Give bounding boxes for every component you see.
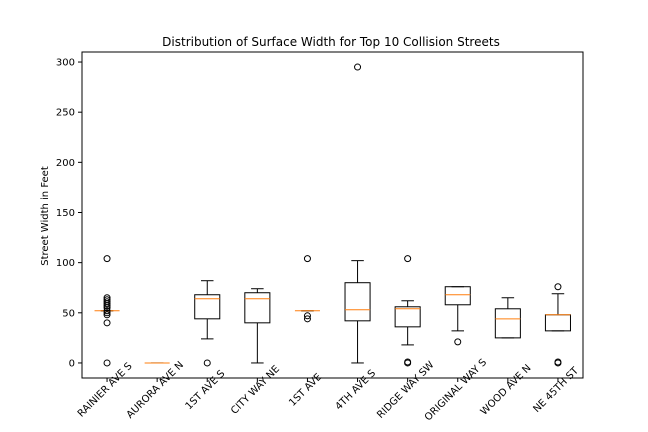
outlier-point	[103, 311, 111, 319]
outlier-point	[303, 312, 311, 320]
outlier-point	[103, 296, 111, 304]
box	[344, 282, 371, 322]
plot-frame	[81, 51, 584, 379]
y-tick-label: 200	[56, 158, 75, 169]
y-tick-label: 300	[56, 58, 75, 69]
outlier-point	[103, 309, 111, 317]
outlier-point	[103, 319, 111, 327]
outlier-point	[103, 255, 111, 263]
y-tick-label: 100	[56, 258, 75, 269]
outlier-point	[203, 359, 211, 367]
x-tick-label: NE 45TH ST	[531, 365, 581, 415]
box	[394, 306, 421, 328]
outlier-point	[404, 358, 412, 366]
outlier-point	[303, 315, 311, 323]
outlier-point	[404, 255, 412, 263]
outlier-point	[454, 338, 462, 346]
x-tick-label: 1ST AVE S	[184, 368, 228, 412]
y-tick-label: 50	[62, 308, 75, 319]
box	[544, 314, 571, 332]
outlier-point	[303, 255, 311, 263]
x-tick-label: 4TH AVE S	[333, 368, 378, 413]
outlier-point	[103, 359, 111, 367]
outlier-point	[354, 63, 362, 71]
outlier-point	[554, 358, 562, 366]
outlier-point	[103, 294, 111, 302]
x-tick-label: CITY WAY NE	[229, 364, 282, 417]
outlier-point	[554, 283, 562, 291]
x-tick-label: 1ST AVE	[287, 372, 324, 409]
y-tick-label: 150	[56, 208, 75, 219]
outlier-point	[103, 307, 111, 315]
box	[444, 286, 471, 306]
chart-title: Distribution of Surface Width for Top 10…	[162, 35, 500, 49]
box	[194, 294, 221, 320]
y-tick-label: 0	[69, 358, 75, 369]
box	[494, 308, 521, 339]
box	[244, 292, 271, 324]
y-axis-label: Street Width in Feet	[40, 166, 51, 266]
y-tick-label: 250	[56, 108, 75, 119]
outlier-point	[103, 298, 111, 306]
x-tick-label: WOOD AVE N	[479, 363, 534, 418]
